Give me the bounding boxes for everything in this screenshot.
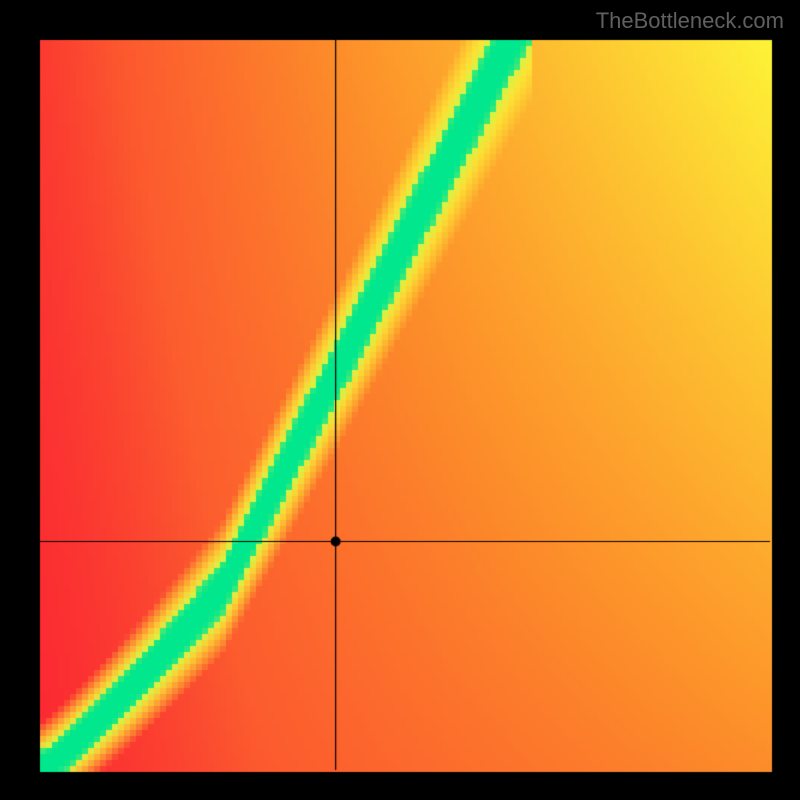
watermark-text: TheBottleneck.com: [596, 8, 784, 34]
heatmap-canvas: [0, 0, 800, 800]
chart-container: TheBottleneck.com: [0, 0, 800, 800]
